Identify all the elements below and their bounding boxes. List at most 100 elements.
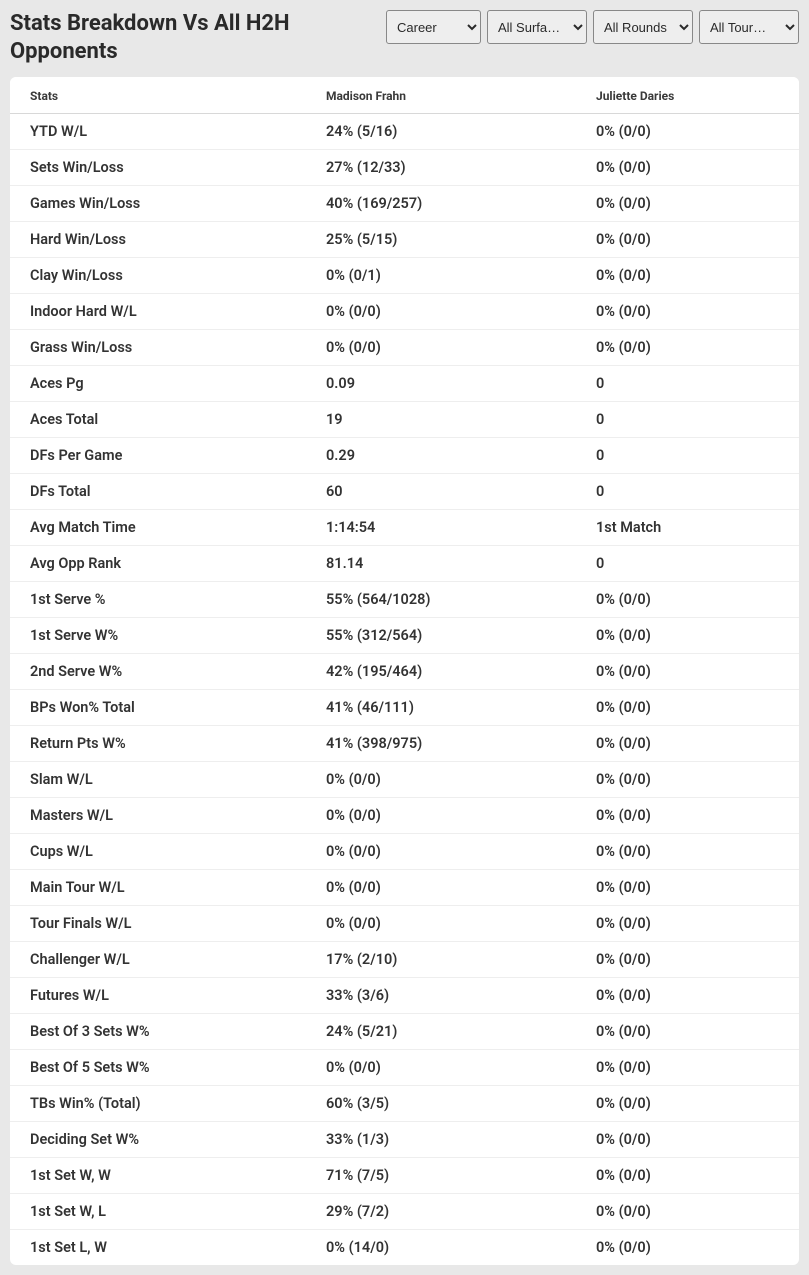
stat-label-cell: 1st Serve W% [10,618,306,654]
player2-value-cell: 0% (0/0) [576,1014,799,1050]
filter-group: Career All Surfa… All Rounds All Tour… [386,10,799,44]
player1-value-cell: 41% (46/111) [306,690,576,726]
table-row: Hard Win/Loss25% (5/15)0% (0/0) [10,222,799,258]
player2-value-cell: 0% (0/0) [576,294,799,330]
player1-value-cell: 17% (2/10) [306,942,576,978]
player1-value-cell: 42% (195/464) [306,654,576,690]
table-row: Indoor Hard W/L0% (0/0)0% (0/0) [10,294,799,330]
player1-value-cell: 27% (12/33) [306,150,576,186]
table-row: Futures W/L33% (3/6)0% (0/0) [10,978,799,1014]
player2-value-cell: 0% (0/0) [576,618,799,654]
player2-value-cell: 1st Match [576,510,799,546]
player1-value-cell: 60% (3/5) [306,1086,576,1122]
stat-label-cell: Futures W/L [10,978,306,1014]
stat-label-cell: Tour Finals W/L [10,906,306,942]
player1-value-cell: 0% (0/0) [306,294,576,330]
stat-label-cell: Grass Win/Loss [10,330,306,366]
filter-round-select[interactable]: All Rounds [593,10,693,44]
filter-tour-select[interactable]: All Tour… [699,10,799,44]
player2-value-cell: 0% (0/0) [576,654,799,690]
stat-label-cell: Challenger W/L [10,942,306,978]
table-row: TBs Win% (Total)60% (3/5)0% (0/0) [10,1086,799,1122]
stat-label-cell: Main Tour W/L [10,870,306,906]
stat-label-cell: 1st Set W, W [10,1158,306,1194]
stat-label-cell: Clay Win/Loss [10,258,306,294]
player2-value-cell: 0% (0/0) [576,798,799,834]
stat-label-cell: Best Of 5 Sets W% [10,1050,306,1086]
player1-value-cell: 55% (564/1028) [306,582,576,618]
stat-label-cell: DFs Per Game [10,438,306,474]
stat-label-cell: Slam W/L [10,762,306,798]
table-row: 1st Serve W%55% (312/564)0% (0/0) [10,618,799,654]
player1-value-cell: 0% (0/1) [306,258,576,294]
table-row: 1st Set W, W71% (7/5)0% (0/0) [10,1158,799,1194]
player1-value-cell: 0% (14/0) [306,1230,576,1266]
table-row: Best Of 3 Sets W%24% (5/21)0% (0/0) [10,1014,799,1050]
player2-value-cell: 0% (0/0) [576,942,799,978]
player2-value-cell: 0% (0/0) [576,1194,799,1230]
table-row: Deciding Set W%33% (1/3)0% (0/0) [10,1122,799,1158]
table-row: YTD W/L24% (5/16)0% (0/0) [10,114,799,150]
col-header-player2: Juliette Daries [576,77,799,114]
player1-value-cell: 33% (3/6) [306,978,576,1014]
table-row: 1st Set L, W0% (14/0)0% (0/0) [10,1230,799,1266]
player2-value-cell: 0% (0/0) [576,870,799,906]
table-row: Tour Finals W/L0% (0/0)0% (0/0) [10,906,799,942]
player1-value-cell: 33% (1/3) [306,1122,576,1158]
stat-label-cell: 1st Serve % [10,582,306,618]
player2-value-cell: 0% (0/0) [576,258,799,294]
filter-career-select[interactable]: Career [386,10,481,44]
stat-label-cell: Aces Total [10,402,306,438]
filter-surface-select[interactable]: All Surfa… [487,10,587,44]
stat-label-cell: Avg Opp Rank [10,546,306,582]
table-row: 1st Serve %55% (564/1028)0% (0/0) [10,582,799,618]
player2-value-cell: 0 [576,546,799,582]
player2-value-cell: 0% (0/0) [576,762,799,798]
stat-label-cell: YTD W/L [10,114,306,150]
stat-label-cell: DFs Total [10,474,306,510]
player2-value-cell: 0% (0/0) [576,978,799,1014]
table-row: DFs Total600 [10,474,799,510]
stat-label-cell: TBs Win% (Total) [10,1086,306,1122]
stat-label-cell: BPs Won% Total [10,690,306,726]
player1-value-cell: 0.29 [306,438,576,474]
player1-value-cell: 41% (398/975) [306,726,576,762]
player2-value-cell: 0% (0/0) [576,906,799,942]
stat-label-cell: Best Of 3 Sets W% [10,1014,306,1050]
player1-value-cell: 1:14:54 [306,510,576,546]
player1-value-cell: 81.14 [306,546,576,582]
player1-value-cell: 29% (7/2) [306,1194,576,1230]
player1-value-cell: 0% (0/0) [306,906,576,942]
col-header-player1: Madison Frahn [306,77,576,114]
col-header-stats: Stats [10,77,306,114]
table-row: Challenger W/L17% (2/10)0% (0/0) [10,942,799,978]
table-row: Cups W/L0% (0/0)0% (0/0) [10,834,799,870]
page-title: Stats Breakdown Vs All H2H Opponents [10,10,370,65]
table-row: Clay Win/Loss0% (0/1)0% (0/0) [10,258,799,294]
player2-value-cell: 0% (0/0) [576,222,799,258]
player2-value-cell: 0% (0/0) [576,1122,799,1158]
table-row: DFs Per Game0.290 [10,438,799,474]
table-row: Aces Total190 [10,402,799,438]
player2-value-cell: 0% (0/0) [576,834,799,870]
table-row: Return Pts W%41% (398/975)0% (0/0) [10,726,799,762]
player1-value-cell: 0.09 [306,366,576,402]
table-row: Games Win/Loss40% (169/257)0% (0/0) [10,186,799,222]
header-bar: Stats Breakdown Vs All H2H Opponents Car… [0,0,809,77]
player2-value-cell: 0 [576,402,799,438]
stat-label-cell: Indoor Hard W/L [10,294,306,330]
player1-value-cell: 40% (169/257) [306,186,576,222]
player2-value-cell: 0% (0/0) [576,690,799,726]
table-row: Slam W/L0% (0/0)0% (0/0) [10,762,799,798]
table-row: Masters W/L0% (0/0)0% (0/0) [10,798,799,834]
player2-value-cell: 0% (0/0) [576,582,799,618]
player1-value-cell: 55% (312/564) [306,618,576,654]
player1-value-cell: 24% (5/16) [306,114,576,150]
table-row: BPs Won% Total41% (46/111)0% (0/0) [10,690,799,726]
table-row: Main Tour W/L0% (0/0)0% (0/0) [10,870,799,906]
stat-label-cell: 2nd Serve W% [10,654,306,690]
table-header-row: Stats Madison Frahn Juliette Daries [10,77,799,114]
player2-value-cell: 0 [576,438,799,474]
player1-value-cell: 25% (5/15) [306,222,576,258]
player1-value-cell: 0% (0/0) [306,798,576,834]
